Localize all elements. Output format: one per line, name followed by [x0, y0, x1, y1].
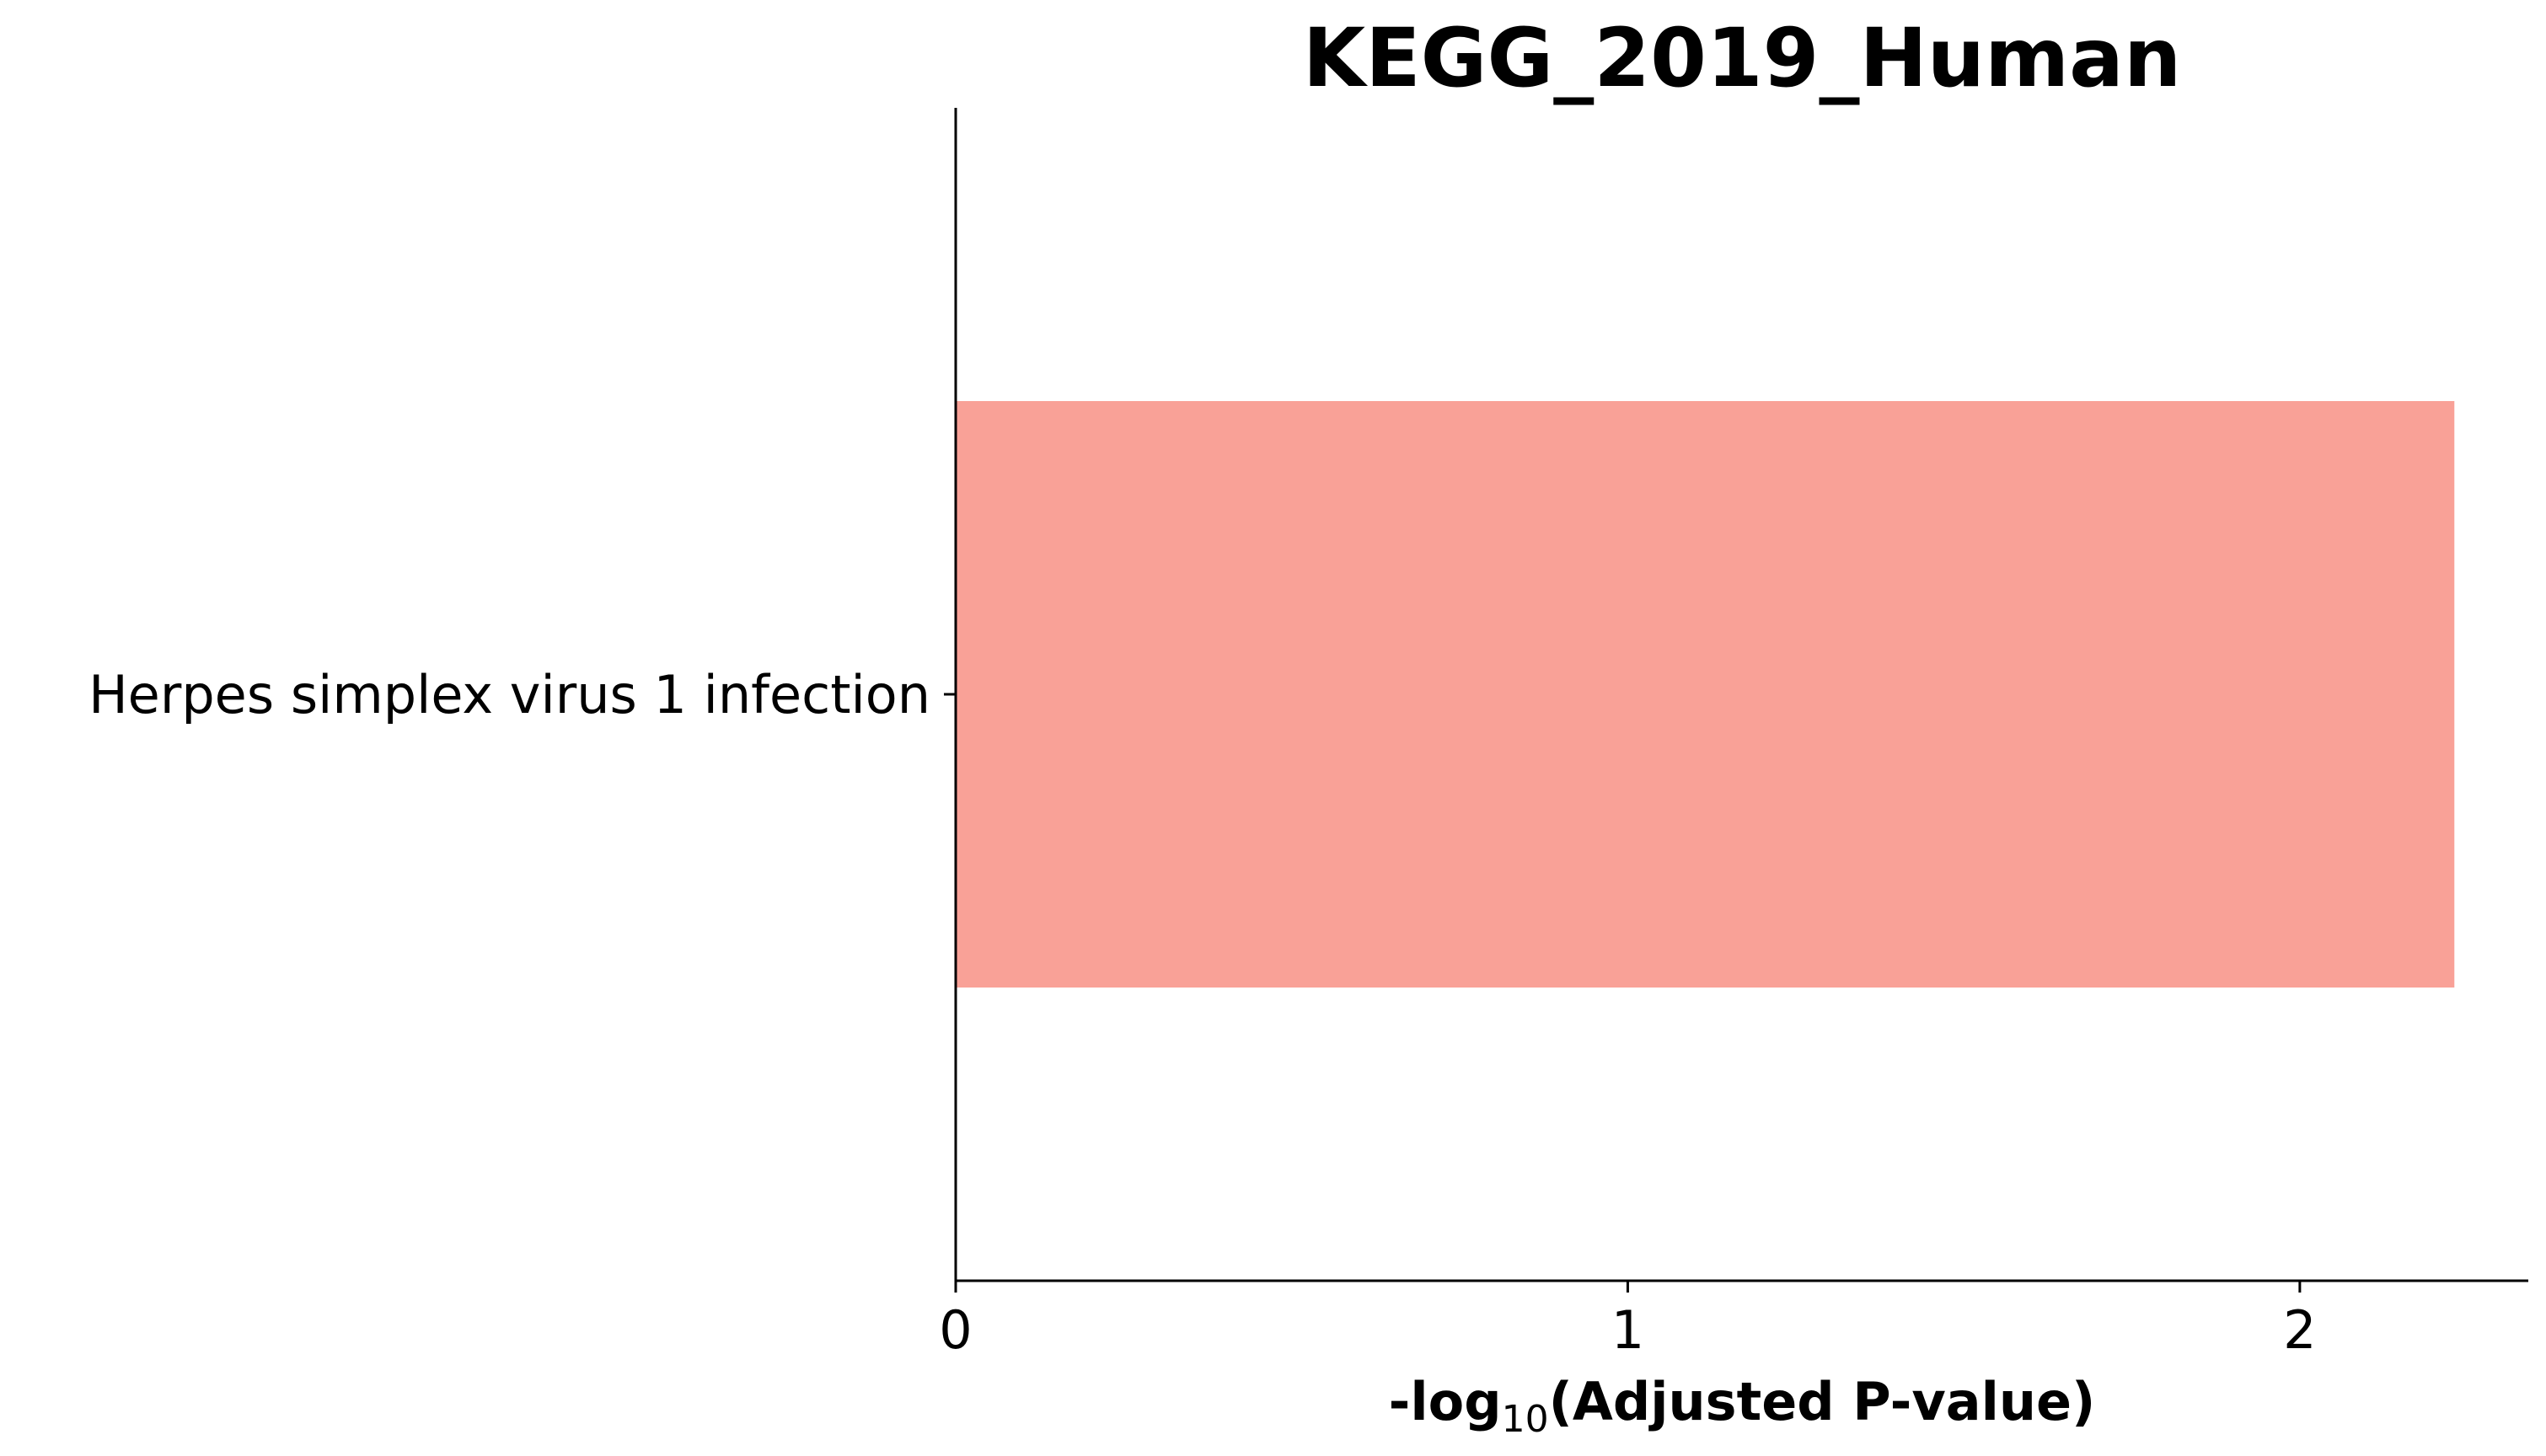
y-categories-group: Herpes simplex virus 1 infection [88, 664, 956, 725]
y-category-label-0: Herpes simplex virus 1 infection [88, 664, 930, 725]
x-tick-label-0: 0 [939, 1299, 972, 1361]
x-axis-label-prefix: -log [1389, 1371, 1502, 1432]
x-tick-label-2: 2 [2283, 1299, 2316, 1361]
x-ticks-group: 0 1 2 [939, 1281, 2317, 1361]
chart-title: KEGG_2019_Human [1303, 11, 2182, 105]
bar-0 [956, 401, 2455, 988]
x-axis-label-subscript: 10 [1502, 1398, 1549, 1441]
bars-group [956, 401, 2455, 988]
x-axis-label: -log10(Adjusted P-value) [1389, 1371, 2096, 1441]
x-axis-label-suffix: (Adjusted P-value) [1549, 1371, 2096, 1432]
x-tick-label-1: 1 [1611, 1299, 1644, 1361]
